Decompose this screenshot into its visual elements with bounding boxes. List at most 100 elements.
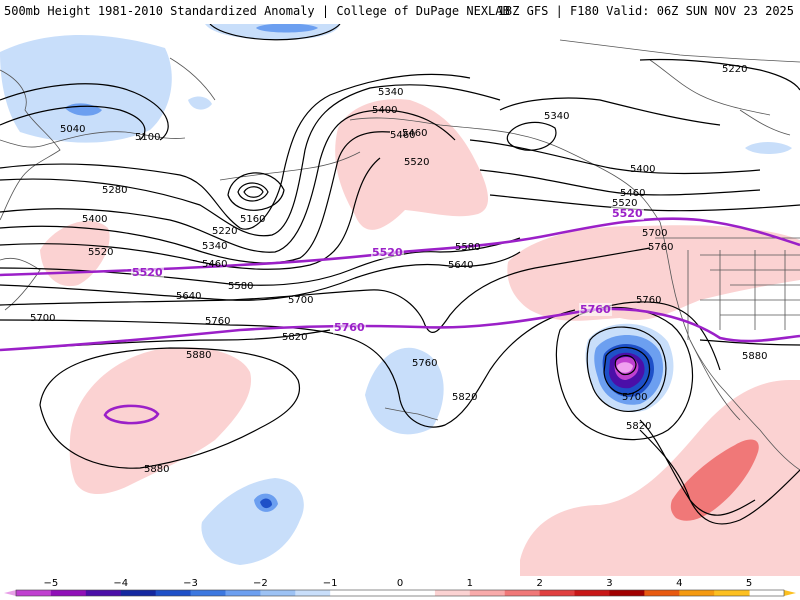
contour-label: 5760 [205, 316, 230, 327]
map-header: 500mb Height 1981-2010 Standardized Anom… [0, 0, 800, 24]
contour-canada-5220 [639, 58, 800, 91]
highlight-label: 5520 [132, 266, 163, 279]
contour-label: 5220 [212, 226, 237, 237]
contour-label: 5460 [390, 130, 415, 141]
contour-label: 5820 [626, 421, 651, 432]
contour-label: 5640 [176, 291, 201, 302]
contour-label: 5880 [742, 351, 767, 362]
contour-5280 [0, 73, 471, 230]
colorbar-segment [50, 590, 87, 596]
anomaly-positive-mexico-core [670, 439, 759, 521]
colorbar-tick-label: 3 [606, 578, 612, 589]
anomaly-negative-small-nw [188, 96, 212, 110]
colorbar-segment [434, 590, 471, 596]
contour-label: 5460 [620, 188, 645, 199]
colorbar-segment [539, 590, 576, 596]
colorbar-segment [260, 590, 296, 596]
bering-coast [169, 57, 216, 101]
colorbar-segments [4, 589, 796, 597]
anomaly-colorbar: −5 −4 −3 −2 −1 0 1 2 3 4 5 [4, 578, 796, 597]
contour-label: 5700 [288, 295, 313, 306]
contour-label: 5760 [636, 295, 661, 306]
west-coast [659, 221, 800, 471]
model-run-info: 18Z GFS | F180 Valid: 06Z SUN NOV 23 202… [497, 4, 794, 18]
highlight-label-backing [131, 266, 164, 279]
anomaly-map: 5040 5100 5280 5400 5520 5160 5220 5340 … [0, 24, 800, 576]
contour-5040 [0, 105, 146, 141]
contour-5400 [0, 109, 456, 253]
highlight-label-backing [611, 207, 644, 220]
colorbar-segment [225, 590, 261, 596]
contour-label: 5640 [448, 260, 473, 271]
contour-label: 5760 [412, 358, 437, 369]
colorbar-segment [120, 590, 157, 596]
colorbar-segment [190, 590, 226, 596]
map-title: 500mb Height 1981-2010 Standardized Anom… [4, 4, 510, 18]
contour-5580 [0, 237, 521, 286]
contour-label: 5220 [722, 64, 747, 75]
contour-labels: 5040 5100 5280 5400 5520 5160 5220 5340 … [30, 64, 767, 475]
highlight-label-backing [371, 246, 404, 259]
highlight-label-backing [579, 303, 612, 316]
colorbar-segment [714, 590, 750, 596]
anomaly-shading [0, 24, 800, 576]
contour-label: 5700 [622, 392, 647, 403]
colorbar-tick-label: 0 [397, 578, 403, 589]
colorbar-segment [155, 590, 192, 596]
contour-label: 5760 [648, 242, 673, 253]
contour-label: 5100 [135, 132, 160, 143]
contour-label: 5700 [642, 228, 667, 239]
contour-label: 5820 [452, 392, 477, 403]
contour-5220-ring [227, 172, 285, 211]
contour-cutoff-4 [614, 354, 637, 376]
highlight-contours [0, 217, 800, 425]
colorbar-segment [469, 590, 506, 596]
contour-5880-mexico [639, 419, 756, 516]
colorbar-tick-label: −1 [323, 578, 338, 589]
anomaly-negative-canada-small [745, 142, 792, 154]
colorbar-segment [609, 590, 645, 596]
anomaly-negative-arctic-core [256, 24, 318, 33]
anomaly-negative-central-pacific [365, 347, 444, 435]
purple-5760 [0, 307, 800, 352]
contour-label: 5520 [404, 157, 429, 168]
anomaly-negative-cutoff-low-6 [617, 362, 633, 373]
colorbar-segment [504, 590, 541, 596]
colorbar-segment [644, 590, 680, 596]
colorbar-tick-label: 4 [676, 578, 682, 589]
colorbar-segment [679, 590, 715, 596]
contour-cutoff-2 [586, 326, 667, 413]
contour-label: 5040 [60, 124, 85, 135]
contour-canada-5460 [479, 169, 761, 196]
contour-label: 5520 [88, 247, 113, 258]
colorbar-tick-label: −4 [113, 578, 128, 589]
contour-label: 5580 [455, 242, 480, 253]
contour-label: 5880 [186, 350, 211, 361]
height-contours [0, 24, 800, 525]
colorbar-min-arrow [4, 590, 16, 596]
anomaly-negative-south-blob [201, 478, 304, 565]
colorbar-tick-label: −5 [44, 578, 59, 589]
contour-label: 5400 [372, 105, 397, 116]
highlight-label: 5760 [334, 321, 365, 334]
contour-cutoff-3 [603, 346, 651, 395]
contour-5640 [0, 251, 521, 301]
colorbar-segment [16, 590, 52, 596]
contour-5880-east [699, 339, 800, 346]
colorbar-segment [574, 590, 610, 596]
contour-5880-west [39, 347, 301, 469]
contour-label: 5340 [378, 87, 403, 98]
contour-label: 5340 [202, 241, 227, 252]
colorbar-segment [365, 590, 436, 596]
contour-arctic-top [209, 24, 341, 41]
us-borders [655, 237, 800, 340]
contour-alaska-low [506, 121, 557, 151]
contour-label: 5400 [630, 164, 655, 175]
canada-arctic [559, 39, 800, 63]
contour-5760-east [589, 301, 721, 371]
highlight-labels: 5520 5520 5520 5760 5760 [131, 207, 644, 334]
highlight-label: 5520 [612, 207, 643, 220]
aleutian-chain [219, 151, 361, 181]
contour-label: 5700 [30, 313, 55, 324]
contour-label: 5160 [240, 214, 265, 225]
